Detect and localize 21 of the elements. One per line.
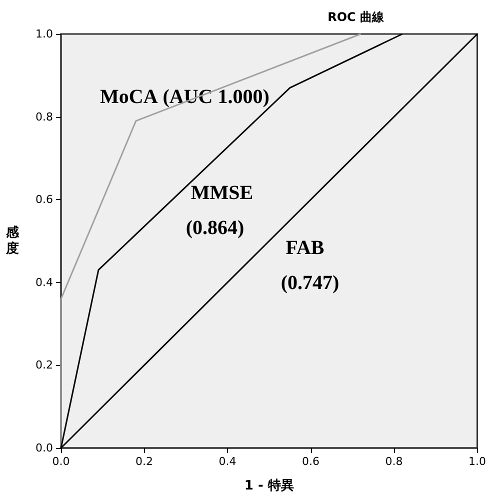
x-axis-title: 1 - 特異 <box>244 478 294 494</box>
chart-title: ROC 曲線 <box>328 10 385 24</box>
y-tick-label: 0.0 <box>36 442 53 454</box>
x-tick-label: 0.6 <box>302 455 320 468</box>
x-tick-label: 1.0 <box>468 455 486 468</box>
y-tick-label: 0.2 <box>36 358 53 372</box>
y-tick-label: 0.8 <box>36 110 53 124</box>
x-tick-label: 0.0 <box>52 455 70 468</box>
annotation: (0.864) <box>186 217 244 239</box>
y-tick-label: 0.4 <box>36 276 53 289</box>
y-tick-label: 0.6 <box>36 193 53 206</box>
series-label: MMSE <box>190 182 254 204</box>
series-label: FAB <box>286 237 324 259</box>
y-tick-label: 1.0 <box>36 28 53 40</box>
series-label: MoCA <box>100 86 158 108</box>
y-axis-title: 感度 <box>5 224 20 256</box>
annotation: (0.747) <box>280 272 340 294</box>
x-tick-label: 0.8 <box>385 455 403 468</box>
x-tick-label: 0.4 <box>218 455 236 468</box>
x-tick-label: 0.2 <box>136 455 153 468</box>
annotation: (AUC 1.000) <box>162 86 270 108</box>
